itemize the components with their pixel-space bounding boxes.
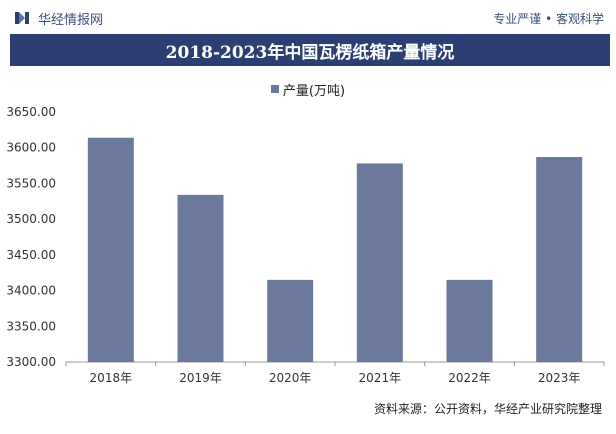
bar-2021年 [356,163,403,362]
chart-title: 2018-2023年中国瓦楞纸箱产量情况 [10,34,610,66]
top-bar: 华经情报网 专业严谨 • 客观科学 [0,0,616,34]
bar-2019年 [177,194,224,362]
bar-2023年 [536,157,583,362]
y-tick-label: 3400.00 [6,284,56,298]
logo-icon [14,10,30,26]
y-tick-label: 3650.00 [6,105,56,119]
bar-chart: 3300.00 3350.00 3400.00 3450.00 3500.00 3550.… [6,105,605,385]
tagline: 专业严谨 • 客观科学 [493,12,604,26]
source-note: 资料来源：公开资料，华经产业研究院整理 [373,402,602,416]
brand-name: 华经情报网 [38,12,104,28]
bar-2018年 [87,137,134,362]
y-tick-label: 3550.00 [6,176,56,190]
y-tick-label: 3450.00 [6,248,56,262]
y-tick-label: 3500.00 [6,212,56,226]
y-tick-label: 3350.00 [6,319,56,333]
legend-label: 产量(万吨) [282,83,346,99]
x-tick-label: 2019年 [179,371,222,385]
legend-swatch [270,85,279,93]
x-tick-label: 2020年 [269,371,312,385]
y-tick-label: 3300.00 [6,355,56,369]
x-tick-label: 2023年 [538,371,581,385]
x-tick-label: 2022年 [448,371,491,385]
bar-2022年 [446,279,493,362]
x-tick-label: 2021年 [359,371,402,385]
x-tick-label: 2018年 [90,371,133,385]
y-tick-label: 3600.00 [6,141,56,155]
bar-2020年 [267,279,314,362]
brand[interactable]: 华经情报网 [14,9,104,28]
legend: 产量(万吨) [0,80,616,99]
